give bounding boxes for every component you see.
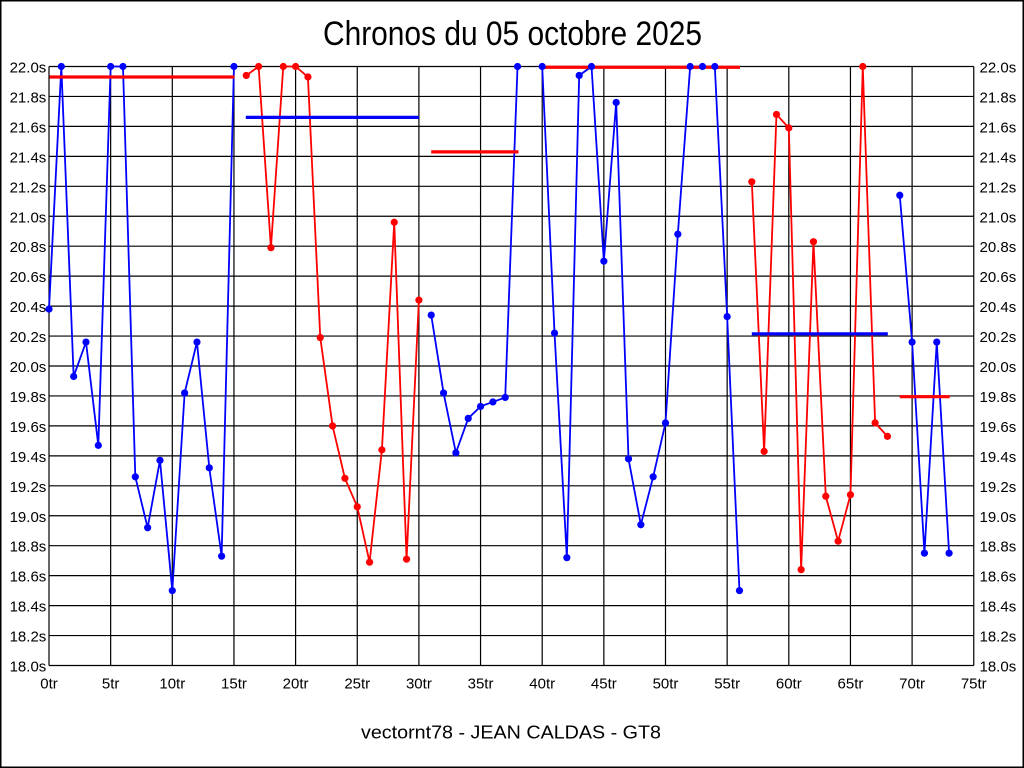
svg-text:20.4s: 20.4s bbox=[980, 299, 1017, 316]
svg-text:19.8s: 19.8s bbox=[10, 389, 47, 406]
svg-text:18.4s: 18.4s bbox=[10, 599, 47, 616]
svg-text:21.8s: 21.8s bbox=[980, 89, 1017, 106]
svg-text:18.6s: 18.6s bbox=[980, 569, 1017, 586]
svg-text:18.0s: 18.0s bbox=[10, 659, 47, 676]
svg-text:18.8s: 18.8s bbox=[10, 539, 47, 556]
svg-text:0tr: 0tr bbox=[40, 676, 58, 693]
svg-text:21.2s: 21.2s bbox=[10, 179, 47, 196]
svg-text:18.0s: 18.0s bbox=[980, 659, 1017, 676]
svg-text:21.0s: 21.0s bbox=[980, 209, 1017, 226]
svg-text:21.4s: 21.4s bbox=[980, 149, 1017, 166]
svg-text:5tr: 5tr bbox=[102, 676, 120, 693]
svg-text:70tr: 70tr bbox=[899, 676, 925, 693]
svg-text:19.6s: 19.6s bbox=[980, 419, 1017, 436]
svg-text:20.8s: 20.8s bbox=[980, 239, 1017, 256]
svg-text:20.4s: 20.4s bbox=[10, 299, 47, 316]
svg-text:20.6s: 20.6s bbox=[10, 269, 47, 286]
svg-text:19.6s: 19.6s bbox=[10, 419, 47, 436]
svg-text:75tr: 75tr bbox=[961, 676, 987, 693]
svg-text:20.6s: 20.6s bbox=[980, 269, 1017, 286]
svg-text:20.8s: 20.8s bbox=[10, 239, 47, 256]
svg-text:21.6s: 21.6s bbox=[980, 119, 1017, 136]
svg-text:50tr: 50tr bbox=[653, 676, 679, 693]
svg-text:21.8s: 21.8s bbox=[10, 89, 47, 106]
svg-text:19.2s: 19.2s bbox=[10, 479, 47, 496]
svg-text:20.0s: 20.0s bbox=[10, 359, 47, 376]
svg-text:19.4s: 19.4s bbox=[10, 449, 47, 466]
svg-text:20.2s: 20.2s bbox=[980, 329, 1017, 346]
svg-text:18.6s: 18.6s bbox=[10, 569, 47, 586]
svg-text:60tr: 60tr bbox=[776, 676, 802, 693]
svg-text:18.8s: 18.8s bbox=[980, 539, 1017, 556]
svg-text:22.0s: 22.0s bbox=[10, 60, 47, 77]
svg-text:20.0s: 20.0s bbox=[980, 359, 1017, 376]
svg-text:18.2s: 18.2s bbox=[10, 629, 47, 646]
svg-text:45tr: 45tr bbox=[591, 676, 617, 693]
svg-text:19.0s: 19.0s bbox=[980, 509, 1017, 526]
svg-text:20tr: 20tr bbox=[283, 676, 309, 693]
svg-text:Chronos du 05 octobre 2025: Chronos du 05 octobre 2025 bbox=[323, 15, 702, 53]
svg-text:19.8s: 19.8s bbox=[980, 389, 1017, 406]
svg-text:65tr: 65tr bbox=[838, 676, 864, 693]
svg-text:19.0s: 19.0s bbox=[10, 509, 47, 526]
svg-text:25tr: 25tr bbox=[344, 676, 370, 693]
svg-text:10tr: 10tr bbox=[159, 676, 185, 693]
svg-text:30tr: 30tr bbox=[406, 676, 432, 693]
svg-text:19.4s: 19.4s bbox=[980, 449, 1017, 466]
svg-text:21.4s: 21.4s bbox=[10, 149, 47, 166]
svg-text:20.2s: 20.2s bbox=[10, 329, 47, 346]
svg-text:40tr: 40tr bbox=[529, 676, 555, 693]
svg-text:21.6s: 21.6s bbox=[10, 119, 47, 136]
svg-text:22.0s: 22.0s bbox=[980, 60, 1017, 77]
svg-text:35tr: 35tr bbox=[468, 676, 494, 693]
svg-text:15tr: 15tr bbox=[221, 676, 247, 693]
svg-text:21.2s: 21.2s bbox=[980, 179, 1017, 196]
svg-text:18.4s: 18.4s bbox=[980, 599, 1017, 616]
svg-text:19.2s: 19.2s bbox=[980, 479, 1017, 496]
svg-text:18.2s: 18.2s bbox=[980, 629, 1017, 646]
svg-text:55tr: 55tr bbox=[714, 676, 740, 693]
svg-text:21.0s: 21.0s bbox=[10, 209, 47, 226]
svg-text:vectornt78 - JEAN CALDAS - GT8: vectornt78 - JEAN CALDAS - GT8 bbox=[361, 722, 661, 743]
